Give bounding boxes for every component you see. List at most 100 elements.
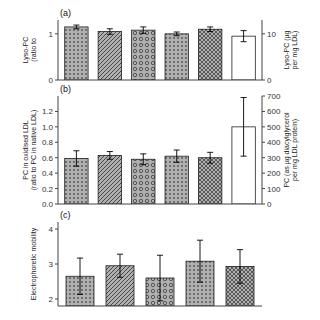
y-tick xyxy=(55,111,58,112)
bar xyxy=(165,34,188,80)
y2-tick-label: 200 xyxy=(267,169,281,178)
bar xyxy=(98,32,121,80)
y2-tick xyxy=(262,173,265,174)
error-bar xyxy=(197,240,203,282)
x-axis-line xyxy=(58,204,262,205)
y-tick xyxy=(55,264,58,265)
y2-axis-label: Lyso-PC (µgper mg LDL) xyxy=(283,31,299,70)
bar-hatch xyxy=(165,156,188,204)
y-tick xyxy=(55,229,58,230)
error-bar xyxy=(107,152,113,160)
bar-hatch xyxy=(65,27,88,80)
y-tick-label: 2 xyxy=(49,295,54,304)
y-tick-label: 3 xyxy=(49,260,54,269)
bar xyxy=(198,158,221,204)
y-tick xyxy=(55,80,58,81)
error-bar xyxy=(237,250,243,284)
error-bar xyxy=(174,32,180,36)
y-tick-label: 0.2 xyxy=(42,185,54,194)
error-bar xyxy=(241,98,247,157)
y-tick-label: 1 xyxy=(49,30,54,39)
error-bar xyxy=(140,154,146,165)
y-tick-label: 0 xyxy=(49,76,54,85)
y2-tick-label: 500 xyxy=(267,123,281,132)
error-bar xyxy=(117,254,123,277)
error-bar xyxy=(174,150,180,162)
y-tick xyxy=(55,299,58,300)
y2-tick xyxy=(262,188,265,189)
plot-area xyxy=(65,98,256,204)
panel: 0 1 Lyso-PC(ratio to 0 10 Lyso-PC (µgper mg L… xyxy=(22,8,299,85)
bar-hatch xyxy=(132,159,155,204)
bar-hatch xyxy=(132,30,155,80)
chart: 0 1 Lyso-PC(ratio to 0 10 Lyso-PC (µgper mg L… xyxy=(0,0,320,320)
panel-title: (c) xyxy=(60,210,71,220)
y2-tick xyxy=(262,80,265,81)
y2-tick xyxy=(262,96,265,97)
y-tick xyxy=(55,157,58,158)
bar-hatch xyxy=(165,34,188,80)
y-tick-label: 1.2 xyxy=(42,107,54,116)
y2-tick-label: 0 xyxy=(267,76,272,85)
y2-axis-line xyxy=(262,20,263,80)
y-tick-label: 0.8 xyxy=(42,138,54,147)
panel: 2 3 4 Electrophoretic mobility (c) xyxy=(30,210,262,306)
bar xyxy=(232,36,255,80)
bar xyxy=(65,27,88,80)
bar-hatch xyxy=(98,155,121,204)
y-tick xyxy=(55,173,58,174)
y2-tick-label: 400 xyxy=(267,138,281,147)
error-bar xyxy=(207,27,213,32)
bar-hatch xyxy=(98,32,121,80)
error-bar xyxy=(140,27,146,33)
y-tick-label: 4 xyxy=(49,225,54,234)
plot-area xyxy=(66,240,254,306)
error-bar xyxy=(241,31,247,42)
y2-tick-label: 100 xyxy=(267,185,281,194)
y2-tick-label: 300 xyxy=(267,154,281,163)
bar-hatch xyxy=(198,29,221,80)
y2-tick-label: 0 xyxy=(267,200,272,209)
y-tick xyxy=(55,33,58,34)
error-bar xyxy=(157,255,163,301)
panel-title: (b) xyxy=(60,84,71,94)
y-axis-label: PC in oxidised LDL(ratio to PC in native… xyxy=(22,110,38,191)
bar xyxy=(198,29,221,80)
y2-tick xyxy=(262,157,265,158)
y2-tick xyxy=(262,204,265,205)
y2-tick xyxy=(262,33,265,34)
y2-axis-label: PC (as µg diacylglycerolper mg LDL prote… xyxy=(283,112,299,188)
y-axis-label: Electrophoretic mobility xyxy=(30,227,38,300)
panel: 0.0 0.2 0.4 0.6 0.8 1.0 1.2 PC in oxidised LDL(… xyxy=(22,84,299,209)
y-tick xyxy=(55,204,58,205)
error-bar xyxy=(107,29,113,35)
y2-tick xyxy=(262,142,265,143)
y2-tick-label: 10 xyxy=(267,30,276,39)
y-tick-label: 0.0 xyxy=(42,200,54,209)
y-tick xyxy=(55,142,58,143)
plot-area xyxy=(65,25,256,80)
bar-hatch xyxy=(198,158,221,204)
y2-tick-label: 700 xyxy=(267,92,281,101)
panel-title: (a) xyxy=(60,8,71,18)
y2-tick xyxy=(262,111,265,112)
error-bar xyxy=(73,151,79,166)
y-tick-label: 0.4 xyxy=(42,169,54,178)
y-axis-line xyxy=(58,96,59,204)
bar xyxy=(132,30,155,80)
y-axis-label: Lyso-PC(ratio to xyxy=(22,37,38,64)
x-axis-line xyxy=(58,80,262,81)
y-tick xyxy=(55,188,58,189)
y2-axis-line xyxy=(262,96,263,204)
y2-tick xyxy=(262,126,265,127)
y-axis-line xyxy=(58,20,59,80)
bar xyxy=(132,159,155,204)
y-tick xyxy=(55,126,58,127)
y2-tick-label: 600 xyxy=(267,107,281,116)
error-bar xyxy=(207,152,213,163)
x-axis-line xyxy=(58,306,262,307)
y-tick-label: 0.6 xyxy=(42,154,54,163)
error-bar xyxy=(73,25,79,29)
y-tick-label: 1.0 xyxy=(42,123,54,132)
error-bar xyxy=(77,258,83,294)
